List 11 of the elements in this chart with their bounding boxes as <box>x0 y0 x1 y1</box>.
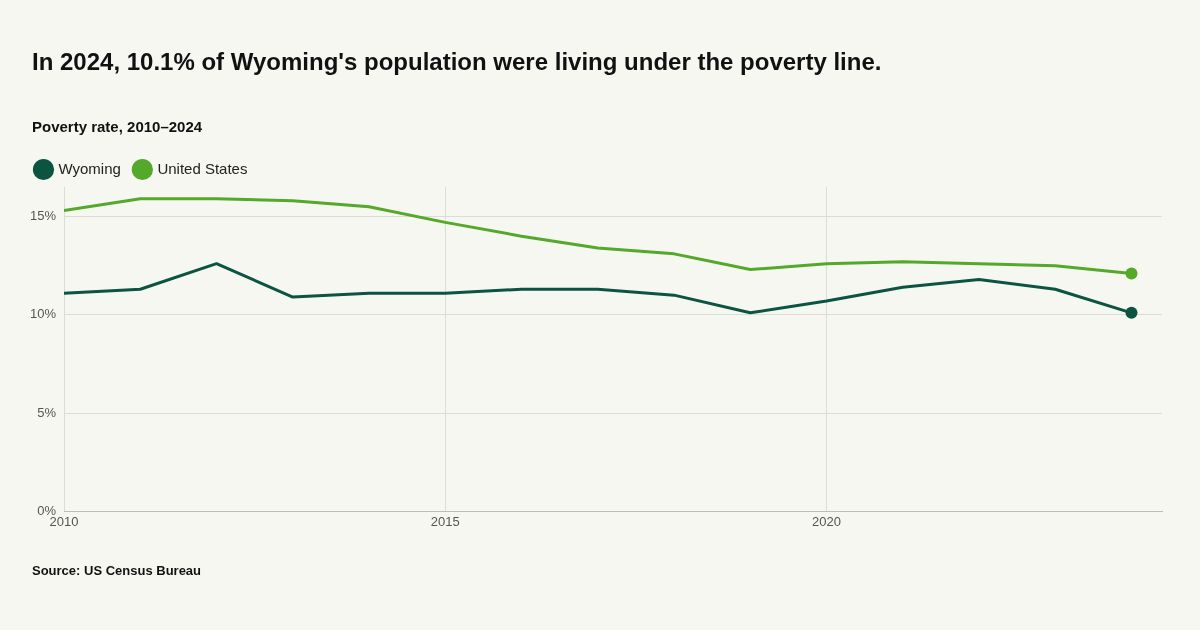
y-tick-label: 10% <box>29 306 57 322</box>
legend-label: Wyoming <box>58 159 121 177</box>
chart-title: In 2024, 10.1% of Wyoming's population were living under the poverty line. <box>32 48 882 76</box>
y-tick-label: 5% <box>37 404 57 420</box>
legend-label: United States <box>157 159 248 177</box>
y-tick-label: 15% <box>29 208 57 224</box>
x-tick-label: 2020 <box>812 513 841 529</box>
y-tick-label: 0% <box>37 502 57 518</box>
chart-subtitle: Poverty rate, 2010–2024 <box>32 118 203 135</box>
source-note: Source: US Census Bureau <box>32 563 202 578</box>
x-tick-label: 2015 <box>430 513 460 529</box>
